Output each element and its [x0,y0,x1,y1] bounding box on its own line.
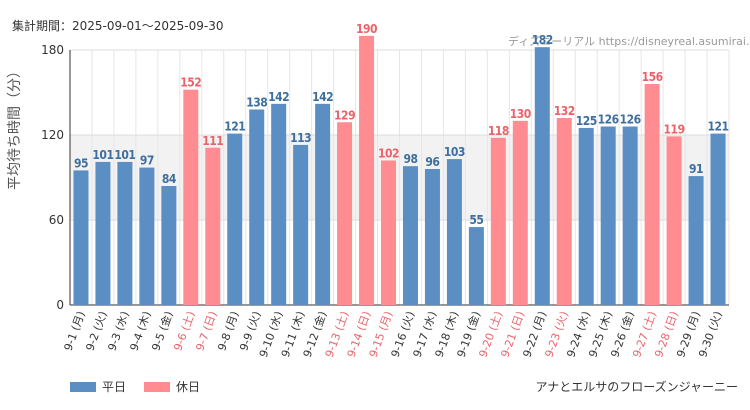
y-tick-label: 60 [49,213,64,227]
bar-value-label: 96 [425,155,439,169]
y-tick-label: 180 [41,43,64,57]
bar [227,133,243,305]
bar [578,127,594,306]
bar [271,103,287,305]
legend-swatch-weekday [70,381,96,392]
bar [666,136,682,305]
legend-item-weekday[interactable]: 平日 [70,378,126,395]
bar [381,160,397,305]
bar [446,159,462,305]
bar [468,227,484,305]
bar [534,47,550,306]
bar [161,186,177,305]
bar-value-label: 111 [202,134,223,148]
bar-value-label: 102 [378,147,399,161]
attraction-name: アナとエルサのフローズンジャーニー [535,380,738,394]
bar-value-label: 84 [162,172,177,186]
period-label: 集計期間：2025-09-01～2025-09-30 [12,19,224,33]
legend-label-holiday: 休日 [176,380,201,394]
bar [337,122,353,305]
bar [205,147,221,305]
bar-value-label: 121 [224,120,245,134]
legend-item-holiday[interactable]: 休日 [144,378,200,395]
bar [359,35,375,305]
bar-value-label: 129 [334,108,355,122]
bar [622,126,638,305]
bar-value-label: 126 [598,113,619,127]
bar-value-label: 121 [707,120,728,134]
bar-value-label: 182 [532,33,553,47]
bar-value-label: 125 [576,114,597,128]
bar [556,118,572,305]
bar-value-label: 142 [268,90,289,104]
bar-value-label: 119 [664,122,685,136]
bar [95,161,111,305]
bar [293,144,309,305]
bar-value-label: 118 [488,124,509,138]
bar-value-label: 103 [444,145,465,159]
bar-value-label: 101 [92,148,113,162]
legend-label-weekday: 平日 [102,380,127,394]
bar [644,84,660,305]
bar [424,169,440,305]
bar-value-label: 55 [469,213,483,227]
watermark-text: ディズニーリアル https://disneyreal.asumirai.inf… [508,35,750,48]
bar [183,89,199,306]
bar-value-label: 132 [554,104,575,118]
bar-value-label: 98 [403,152,417,166]
bar-value-label: 126 [620,113,641,127]
bar [710,133,726,305]
bar [490,137,506,305]
bar-value-label: 101 [114,148,135,162]
bar [600,126,616,305]
bar [688,176,704,305]
bar-value-label: 91 [689,162,703,176]
bar [73,170,89,305]
bar-value-label: 130 [510,107,531,121]
bar-value-label: 138 [246,96,267,110]
bar [402,166,418,305]
bar-value-label: 152 [180,76,201,90]
bar-value-label: 156 [642,70,663,84]
bar [139,167,155,305]
bar [315,103,331,305]
y-tick-label: 120 [41,128,64,142]
bar-value-label: 113 [290,131,311,145]
legend: 平日 休日 [70,378,200,395]
bar-value-label: 142 [312,90,333,104]
legend-swatch-holiday [144,381,171,392]
y-tick-label: 0 [56,298,64,312]
bar [117,161,133,305]
bar-value-label: 190 [356,22,377,36]
bar [249,109,265,305]
bar-value-label: 95 [74,156,88,170]
bar [512,120,528,305]
bar-value-label: 97 [140,154,154,168]
